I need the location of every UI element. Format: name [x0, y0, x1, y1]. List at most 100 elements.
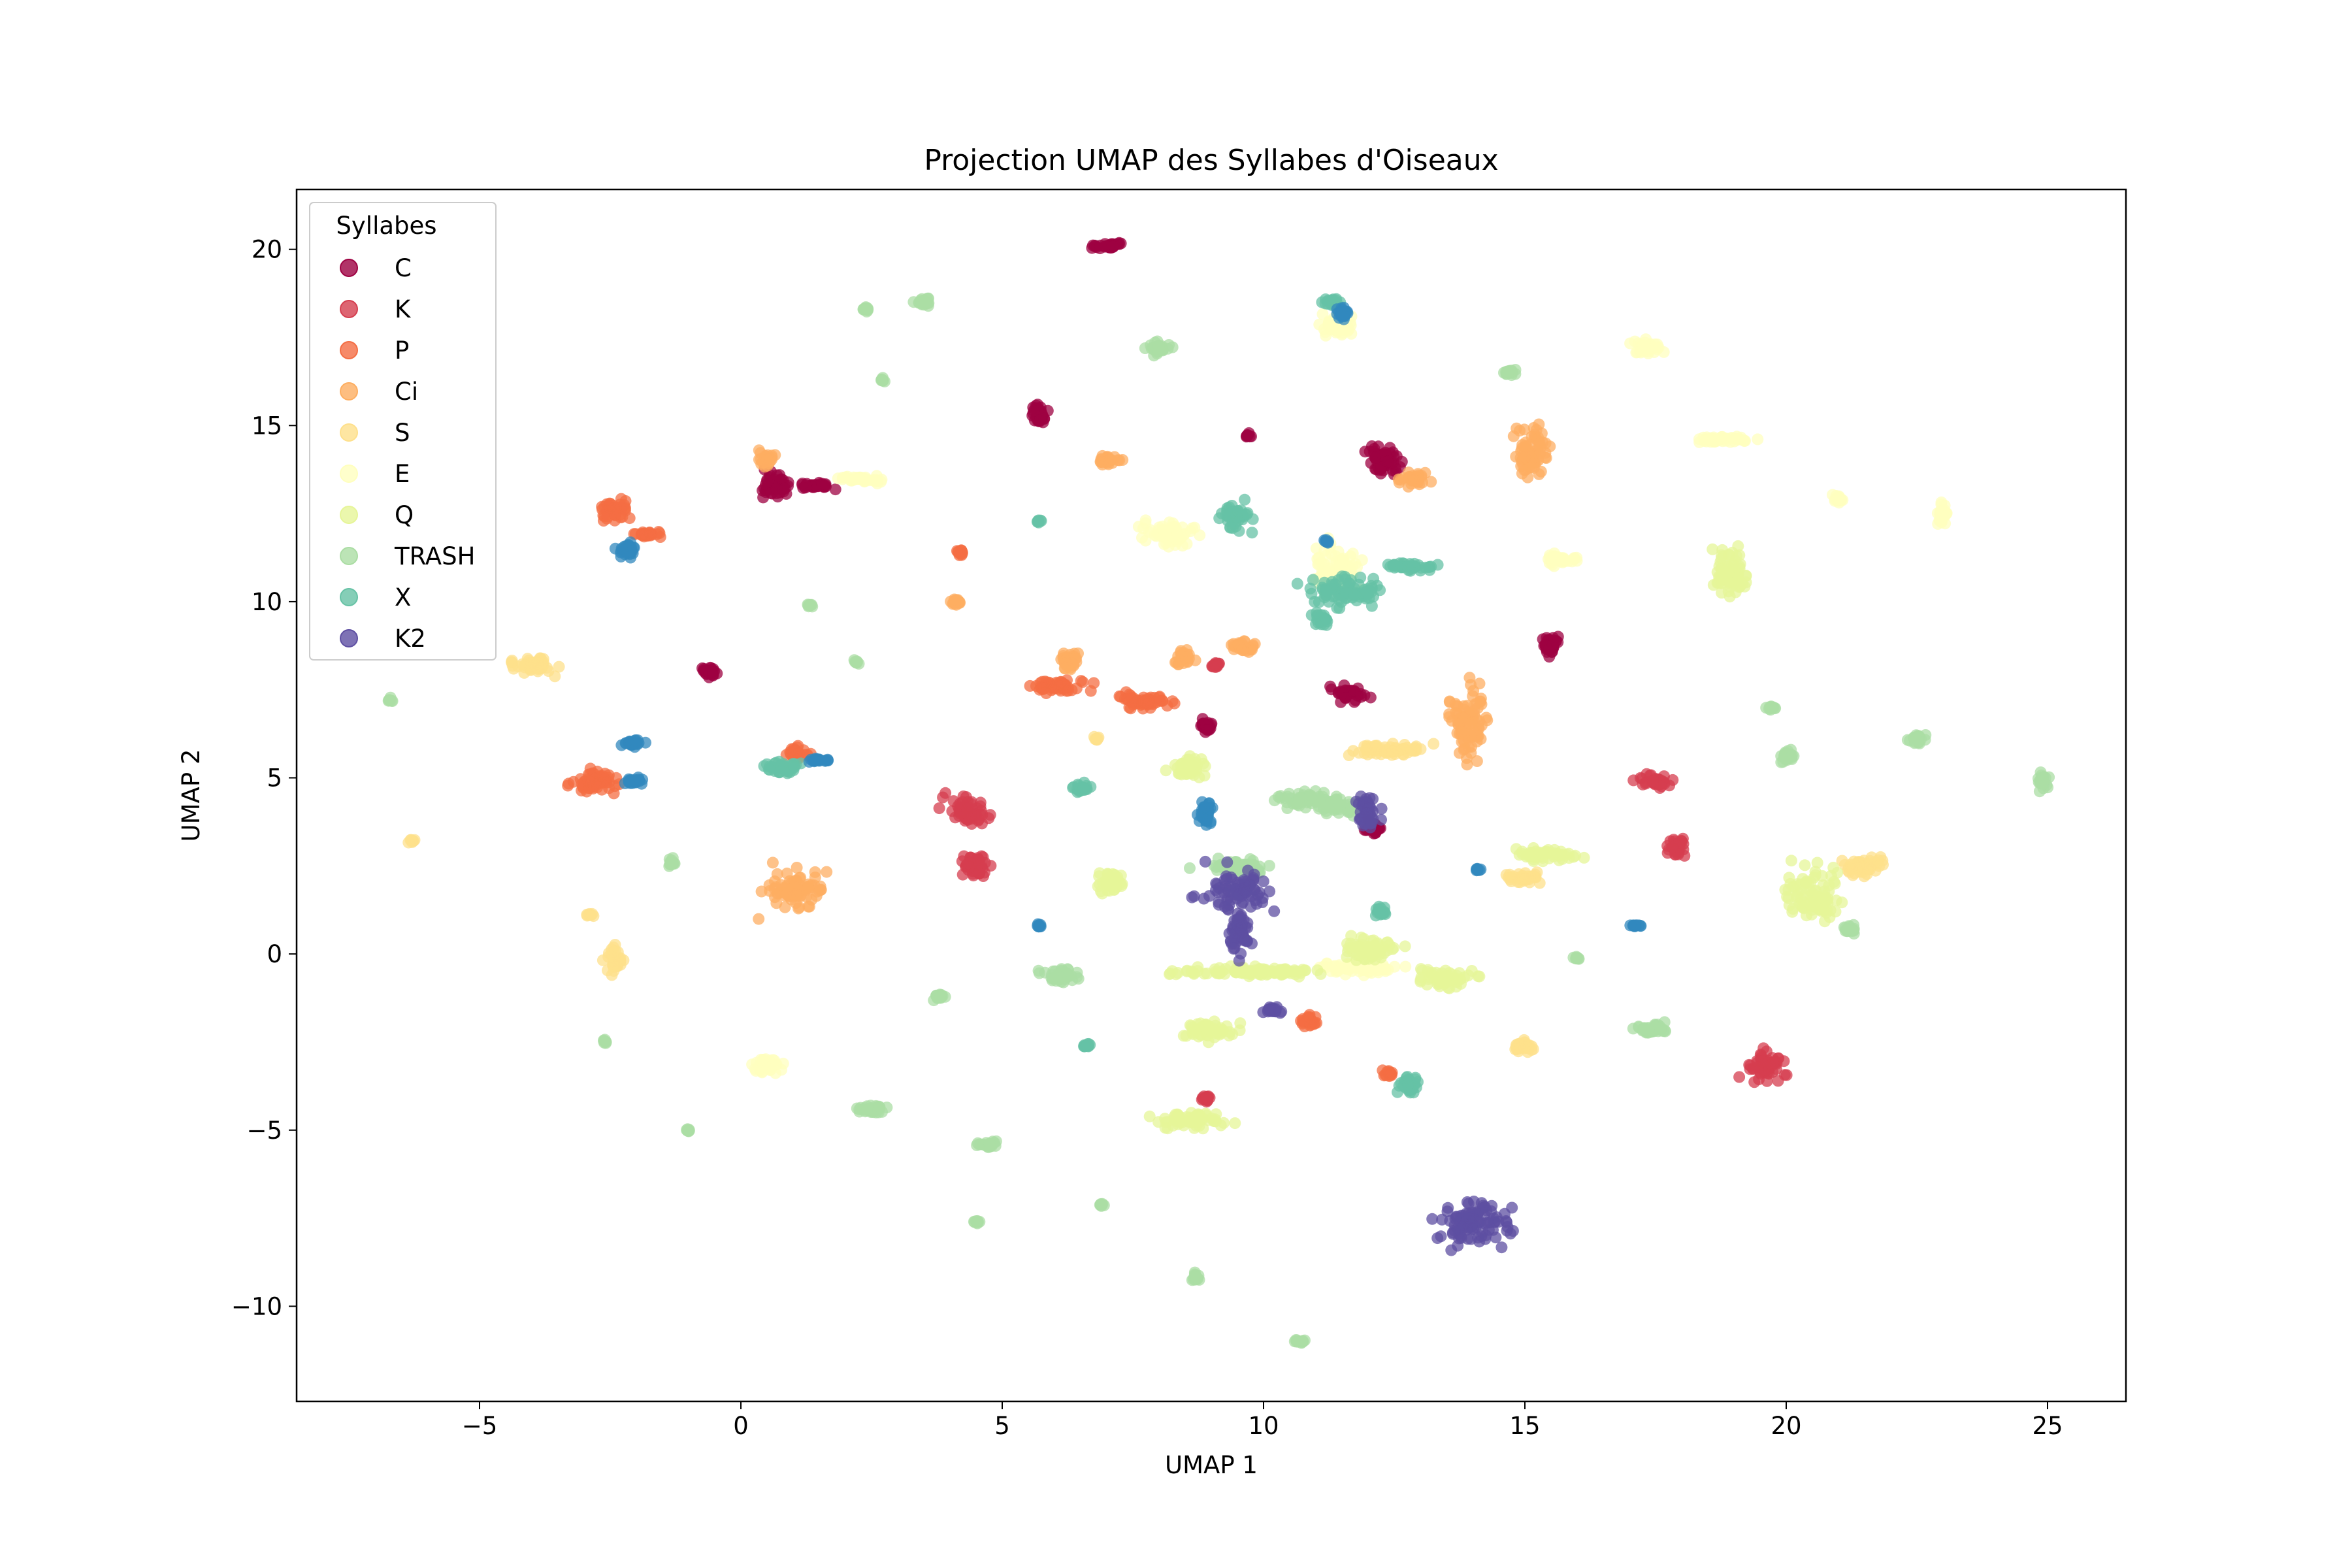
data-point	[1535, 427, 1548, 440]
data-point	[1387, 559, 1399, 572]
data-point	[1183, 767, 1196, 779]
data-point	[1448, 1224, 1461, 1237]
data-point	[802, 882, 815, 894]
data-point	[813, 755, 825, 767]
data-point	[1093, 870, 1105, 883]
data-point	[1480, 1229, 1492, 1241]
data-point	[636, 529, 649, 542]
data-point	[1166, 341, 1179, 353]
data-point	[1461, 759, 1473, 771]
data-point	[1160, 764, 1172, 777]
legend-item-ci: Ci	[340, 378, 418, 406]
data-point	[769, 449, 781, 461]
legend: Syllabes CKP Ci SEQ TRASH X K2	[309, 202, 497, 661]
data-point	[1481, 714, 1494, 727]
data-point	[1166, 965, 1179, 977]
data-point	[761, 1062, 774, 1075]
data-point	[1361, 807, 1373, 819]
data-point	[789, 875, 801, 887]
data-point	[962, 857, 974, 870]
data-point	[1514, 1042, 1526, 1054]
data-point	[1197, 757, 1209, 770]
data-point	[574, 773, 587, 785]
x-tick-label: 25	[2032, 1412, 2063, 1440]
data-point	[1469, 730, 1482, 742]
data-point	[615, 542, 628, 555]
y-tick-label: 0	[267, 940, 282, 968]
data-point	[1246, 527, 1258, 539]
data-point	[1739, 434, 1751, 447]
data-point	[1729, 433, 1741, 445]
data-point	[1238, 884, 1250, 896]
data-point	[1281, 802, 1294, 814]
legend-label: K2	[395, 625, 426, 653]
data-point	[1382, 455, 1394, 468]
data-point	[1356, 554, 1368, 566]
data-point	[1752, 1061, 1764, 1073]
data-point	[1051, 678, 1063, 690]
legend-marker	[340, 382, 358, 400]
legend-label: C	[395, 254, 412, 282]
data-point	[1117, 454, 1129, 466]
data-point	[1393, 1079, 1405, 1092]
data-point	[1624, 919, 1637, 932]
data-point	[1061, 657, 1073, 669]
data-point	[1115, 870, 1127, 882]
data-point	[1518, 423, 1531, 436]
data-point	[946, 805, 958, 817]
data-point	[1198, 770, 1211, 782]
data-point	[1221, 504, 1233, 517]
data-point	[851, 473, 862, 485]
data-point	[753, 913, 765, 925]
legend-label: X	[395, 583, 411, 612]
data-point	[535, 662, 547, 675]
data-point	[1838, 921, 1850, 934]
data-point	[1245, 900, 1257, 913]
x-tick-label: 10	[1248, 1412, 1279, 1440]
data-point	[785, 759, 798, 771]
data-point	[1769, 702, 1782, 715]
data-point	[1359, 446, 1371, 458]
data-point	[1212, 886, 1224, 898]
data-point	[1502, 367, 1514, 379]
data-point	[1365, 586, 1377, 598]
x-axis-label: UMAP 1	[1165, 1451, 1258, 1479]
data-point	[1299, 964, 1311, 977]
data-point	[1425, 476, 1437, 488]
data-point	[1326, 683, 1337, 696]
data-point	[1320, 585, 1333, 598]
legend-marker	[340, 300, 358, 318]
data-point	[1365, 817, 1378, 830]
data-point	[1341, 938, 1353, 950]
legend-item-trash: TRASH	[340, 542, 475, 570]
data-point	[1061, 674, 1073, 687]
data-point	[791, 862, 803, 874]
data-point	[1829, 906, 1842, 918]
data-point	[1348, 589, 1361, 602]
data-point	[1213, 896, 1225, 908]
data-point	[1473, 678, 1486, 690]
data-point	[1401, 560, 1414, 572]
data-point	[1716, 562, 1727, 574]
data-point	[779, 482, 791, 495]
data-point	[599, 768, 611, 780]
data-point	[1360, 743, 1372, 755]
data-point	[1311, 964, 1324, 977]
data-point	[775, 879, 787, 891]
data-point	[1322, 535, 1334, 547]
data-point	[1202, 1036, 1215, 1049]
y-tick-label: 5	[267, 764, 282, 792]
data-point	[1552, 630, 1564, 643]
data-point	[1519, 873, 1531, 885]
data-point	[809, 872, 821, 883]
data-point	[1463, 717, 1476, 730]
data-point	[1200, 1091, 1213, 1103]
data-point	[1228, 942, 1241, 955]
legend-item-c: C	[340, 254, 412, 282]
data-point	[1837, 494, 1849, 506]
data-point	[1303, 789, 1315, 801]
data-point	[1136, 698, 1149, 710]
data-point	[1369, 740, 1381, 752]
x-tick-label: 15	[1509, 1412, 1540, 1440]
data-point	[1533, 438, 1545, 450]
